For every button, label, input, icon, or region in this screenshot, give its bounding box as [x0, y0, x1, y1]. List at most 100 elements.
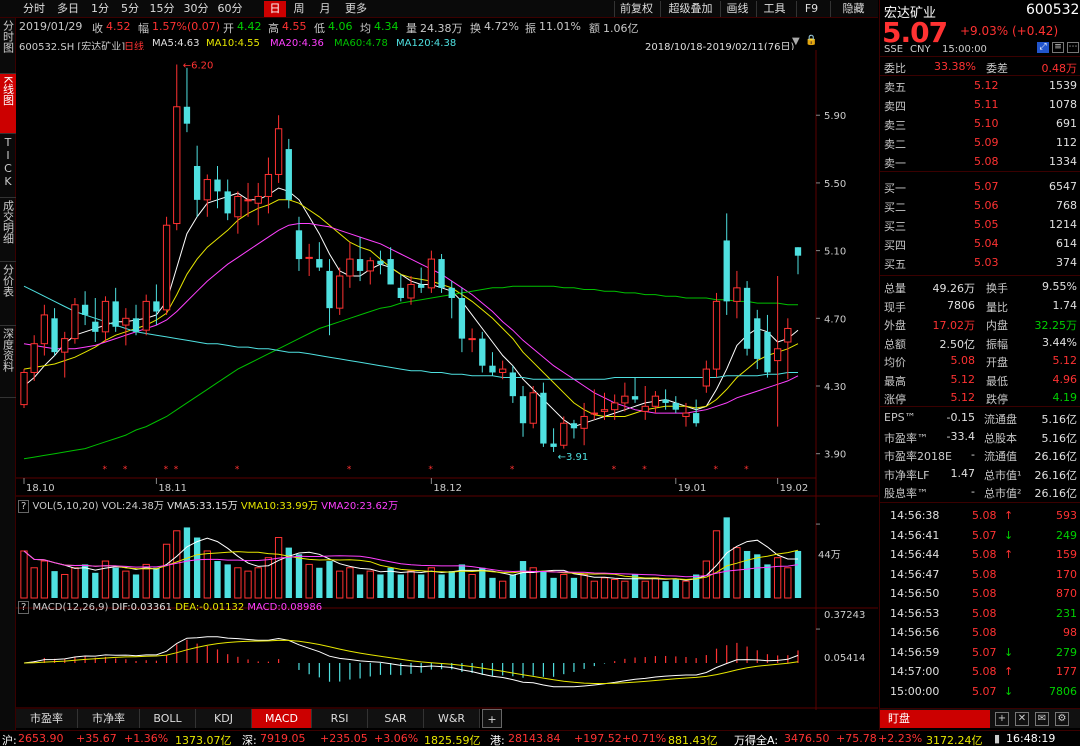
candle-body — [621, 395, 629, 404]
clock: 16:48:19 — [1006, 732, 1056, 745]
nav-intraday-chart[interactable]: 分时图 — [0, 18, 16, 74]
quote-panel: 宏达矿业 600532 5.07 +9.03% (+0.42) SSE CNY … — [879, 0, 1080, 730]
volume-bar — [305, 563, 313, 599]
period-tab-daily[interactable]: 日 — [264, 1, 286, 17]
range-dropdown-icon[interactable]: ▼ — [792, 36, 800, 47]
indicator-tab-pb[interactable]: 市净率 — [78, 709, 140, 728]
tick-row: 14:56:59 5.07 ↓ 279 — [880, 644, 1080, 662]
period-tab-monthly[interactable]: 月 — [319, 2, 331, 15]
ask-volume: 691 — [1056, 117, 1077, 130]
draw-line-button[interactable]: 画线 — [720, 1, 754, 17]
period-tab-intraday[interactable]: 分时 — [23, 2, 45, 15]
period-tab-30min[interactable]: 30分 — [183, 2, 209, 15]
tick-time: 14:56:50 — [890, 587, 940, 600]
remove-icon[interactable]: ✕ — [1015, 712, 1029, 726]
bid-volume: 768 — [1056, 199, 1077, 212]
ma120-legend: MA120:4.38 — [396, 38, 457, 49]
hide-button[interactable]: 隐藏 — [830, 1, 876, 17]
candle-body — [631, 396, 639, 400]
sh-index: 2653.90 — [18, 732, 64, 745]
period-tab-weekly[interactable]: 周 — [293, 2, 305, 15]
lock-icon[interactable]: 🔒 — [805, 35, 818, 46]
add-icon[interactable]: + — [995, 712, 1009, 726]
adjust-forward-button[interactable]: 前复权 — [614, 1, 658, 17]
ask-volume: 1078 — [1049, 98, 1077, 111]
indicator-tab-boll[interactable]: BOLL — [140, 709, 196, 728]
ask-volume: 1334 — [1049, 155, 1077, 168]
candle-body — [61, 338, 69, 353]
signal-star-icon: * — [235, 465, 240, 475]
watch-button[interactable]: 盯盘 — [880, 710, 990, 728]
nav-price-table[interactable]: 分价表 — [0, 262, 16, 326]
mail-icon[interactable]: ✉ — [1035, 712, 1049, 726]
bid-level-row: 买二 5.06 768 — [880, 197, 1080, 215]
candle-body — [499, 368, 507, 373]
candle-body — [458, 298, 466, 339]
vol-menu-icon[interactable]: ? — [18, 500, 30, 513]
tools-button[interactable]: 工具 — [756, 1, 792, 17]
period-tab-60min[interactable]: 60分 — [217, 2, 243, 15]
hk-change: +197.52 — [574, 732, 622, 745]
indicator-tab-pe[interactable]: 市盈率 — [16, 709, 78, 728]
nav-depth-info[interactable]: 深度资料 — [0, 326, 16, 398]
indicator-tab-wr[interactable]: W&R — [424, 709, 480, 728]
volume-bar — [30, 567, 38, 599]
fundamental-label: 市盈率2018E — [884, 450, 952, 463]
exchange-label: SSE — [884, 44, 904, 55]
tick-volume: 98 — [1063, 626, 1077, 639]
high-price-annotation: ←6.20 — [183, 60, 214, 71]
volume-bar — [193, 537, 201, 598]
period-tab-1min[interactable]: 1分 — [91, 2, 109, 15]
indicator-tab-kdj[interactable]: KDJ — [196, 709, 252, 728]
volume-bar — [693, 574, 700, 598]
candle-body — [662, 399, 669, 403]
period-tab-5min[interactable]: 5分 — [121, 2, 139, 15]
add-indicator-icon[interactable]: + — [482, 709, 502, 728]
quote-time: 15:00:00 — [942, 44, 987, 55]
options-icon[interactable]: ⋯ — [1067, 42, 1079, 53]
fundamental-label: EPS™ — [884, 411, 916, 424]
expand-icon[interactable]: ⤢ — [1037, 42, 1049, 53]
candle-body — [743, 287, 751, 349]
volume-bar — [570, 577, 578, 598]
signal-star-icon: * — [174, 465, 179, 475]
period-tab-multiday[interactable]: 多日 — [57, 2, 79, 15]
date-tick-label: 18.10 — [26, 483, 55, 494]
candle-body — [92, 321, 99, 332]
kline-chart[interactable]: 5.90 5.50 5.10 4.70 4.30 3.90 18.10 18.11 18.12 1… — [16, 50, 878, 710]
volume-bar — [672, 579, 679, 598]
nav-trade-detail[interactable]: 成交明细 — [0, 198, 16, 262]
candle-body — [112, 301, 119, 327]
candle-body — [366, 260, 374, 272]
indicator-tab-rsi[interactable]: RSI — [312, 709, 368, 728]
stock-code-label: 600532.SH [宏达矿业] — [19, 42, 126, 53]
nav-kline-chart[interactable]: K线图 — [0, 74, 16, 134]
menu-icon[interactable]: ≡ — [1052, 42, 1064, 53]
indicator-tab-sar[interactable]: SAR — [368, 709, 424, 728]
tick-direction-icon: ↓ — [1004, 645, 1014, 659]
low-price-annotation: ←3.91 — [558, 452, 589, 463]
low-value: 4.06 — [328, 20, 353, 33]
macd-menu-icon[interactable]: ? — [18, 601, 30, 614]
stat-value: 7806 — [947, 298, 975, 312]
weicha-label: 委差 — [986, 62, 1008, 75]
stat-value: 4.96 — [1052, 372, 1078, 386]
super-overlay-button[interactable]: 超级叠加 — [660, 1, 720, 17]
volume-bar — [264, 557, 273, 599]
nav-tick[interactable]: TICK — [0, 134, 16, 198]
sh-change: +35.67 — [76, 732, 117, 745]
tick-row: 14:56:53 5.08 231 — [880, 605, 1080, 623]
vma10-legend: VMA10:33.99万 — [240, 501, 318, 512]
indicator-tab-macd[interactable]: MACD — [252, 709, 312, 728]
period-tab-more[interactable]: 更多 — [345, 2, 367, 15]
volume-bar — [723, 517, 730, 598]
ask-level-label: 卖二 — [884, 138, 906, 151]
fundamental-label: 股息率™ — [884, 487, 928, 500]
fundamental-row: 股息率™ - 总市值² 26.16亿 — [880, 483, 1080, 501]
period-tab-15min[interactable]: 15分 — [149, 2, 175, 15]
settings-icon[interactable]: ⚙ — [1055, 712, 1069, 726]
candle-body — [438, 259, 445, 288]
candle-body — [682, 412, 690, 417]
f9-button[interactable]: F9 — [796, 1, 826, 17]
quote-stat-row: 总量 49.26万 换手 9.55% — [880, 278, 1080, 296]
